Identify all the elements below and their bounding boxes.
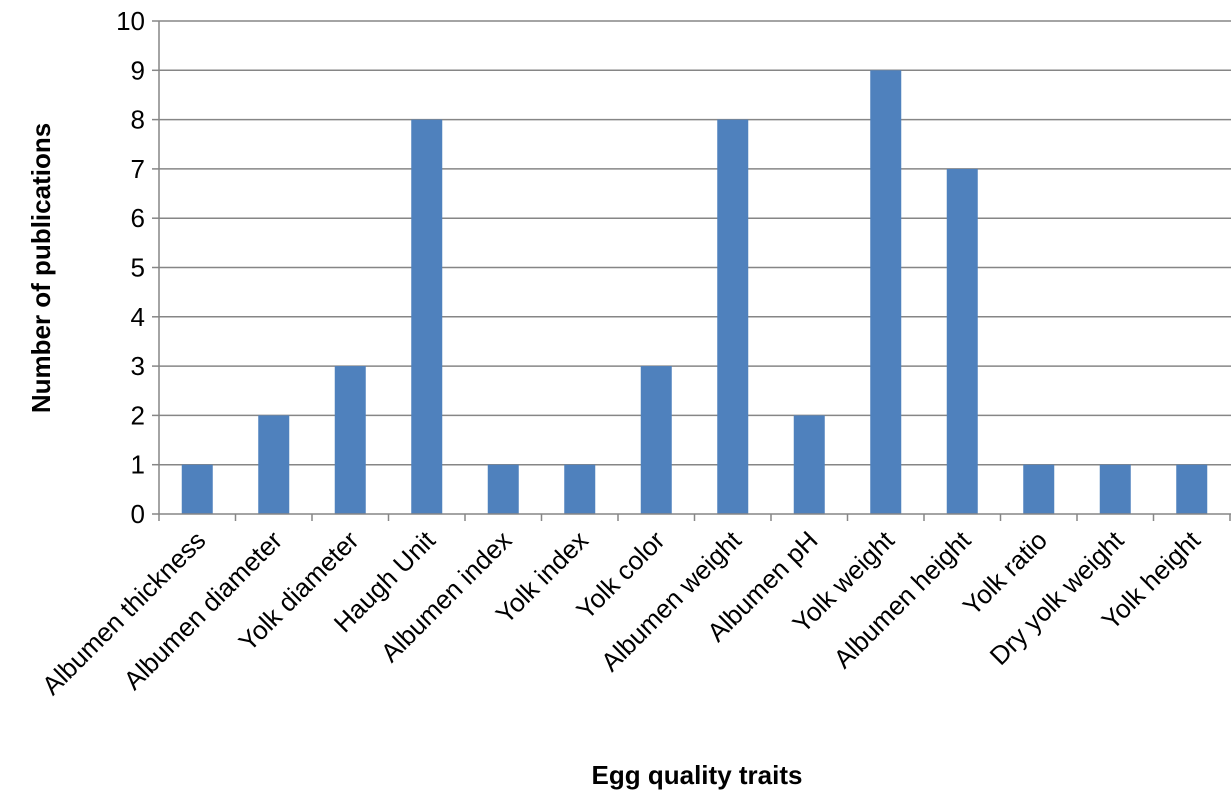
gridlines (159, 20, 1231, 466)
y-tick-label: 2 (131, 400, 145, 430)
x-category-label: Albumen index (375, 525, 518, 668)
bar (870, 70, 902, 515)
y-tick-label: 8 (131, 105, 145, 135)
bar (411, 119, 443, 514)
bar (1176, 464, 1208, 514)
y-tick-label: 7 (131, 154, 145, 184)
axes (152, 20, 1231, 521)
bar (946, 168, 978, 514)
bar (717, 119, 749, 514)
y-tick-label: 1 (131, 450, 145, 480)
bar (1099, 464, 1131, 514)
bar (334, 366, 366, 514)
x-category-label: Albumen weight (595, 524, 748, 677)
bar (487, 464, 519, 514)
bar (564, 464, 596, 514)
bar (793, 415, 825, 514)
y-tick-label: 5 (131, 253, 145, 283)
y-tick-label: 10 (116, 6, 145, 36)
x-axis-title: Egg quality traits (592, 760, 803, 790)
y-axis-title: Number of publications (26, 123, 56, 413)
y-tick-label: 4 (131, 302, 145, 332)
bars (181, 70, 1208, 515)
x-category-label: Dry yolk weight (984, 524, 1130, 670)
bar (1023, 464, 1055, 514)
y-tick-label: 6 (131, 203, 145, 233)
x-category-label: Albumen height (828, 524, 978, 674)
bar (258, 415, 290, 514)
y-tick-label: 9 (131, 55, 145, 85)
y-tick-label: 0 (131, 499, 145, 529)
y-tick-label: 3 (131, 351, 145, 381)
bar (640, 366, 672, 514)
bar (181, 464, 213, 514)
